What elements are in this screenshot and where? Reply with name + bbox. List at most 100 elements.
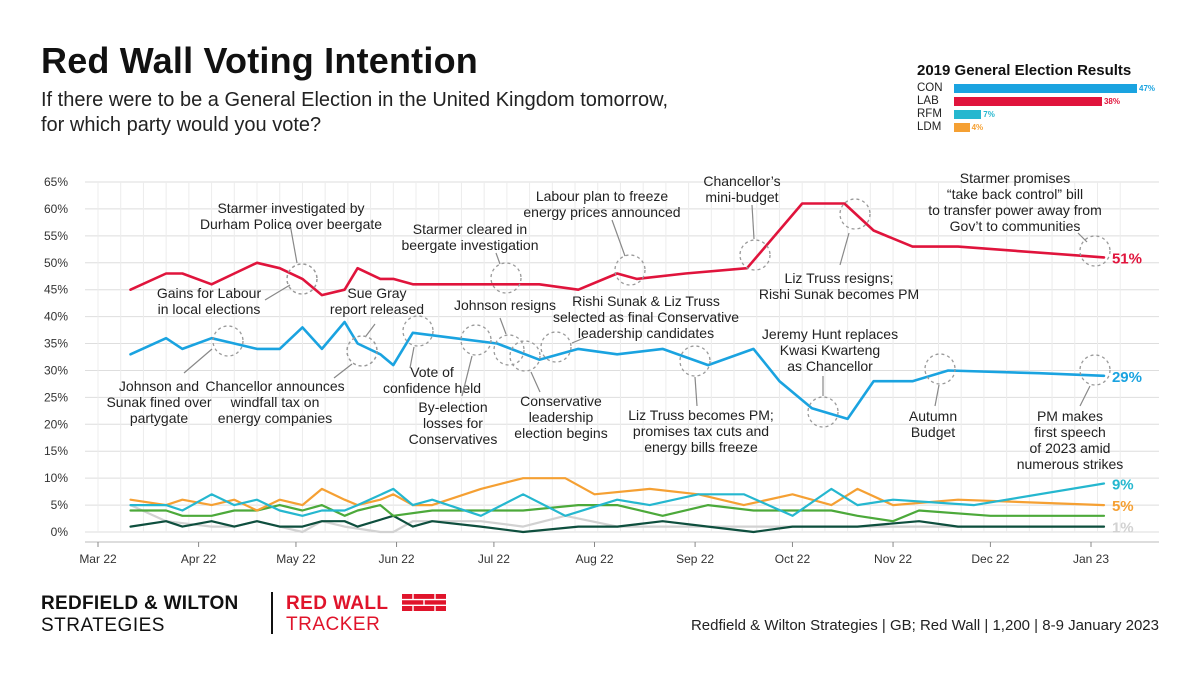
annotation-marker bbox=[460, 324, 492, 356]
ge2019-row-lab: LAB 38% bbox=[917, 95, 1167, 108]
y-tick-label: 15% bbox=[44, 444, 68, 458]
series-line-rfm bbox=[129, 482, 1106, 517]
ge2019-party-label: LDM bbox=[917, 121, 942, 133]
annotation-leader bbox=[333, 363, 353, 379]
annotation-marker bbox=[679, 345, 711, 377]
annotation-text: numerous strikes bbox=[1017, 456, 1124, 472]
annotation-text: Johnson resigns bbox=[454, 297, 556, 313]
annotation-text: energy companies bbox=[218, 410, 332, 426]
x-tick-label: Dec 22 bbox=[971, 552, 1009, 566]
y-tick-label: 30% bbox=[44, 363, 68, 377]
annotation-marker bbox=[490, 262, 522, 294]
annotation-text: Autumn bbox=[909, 408, 957, 424]
annotation-text: report released bbox=[330, 301, 424, 317]
x-tick-label: Nov 22 bbox=[874, 552, 912, 566]
ge2019-party-label: CON bbox=[917, 82, 943, 94]
y-tick-label: 55% bbox=[44, 229, 68, 243]
annotation-text: losses for bbox=[423, 415, 483, 431]
annotation-marker bbox=[286, 263, 318, 295]
ge2019-party-label: RFM bbox=[917, 108, 942, 120]
series-line-snp-ref bbox=[129, 514, 1106, 534]
x-tick-label: Jan 23 bbox=[1073, 552, 1109, 566]
series-line-lab bbox=[129, 202, 1106, 297]
tracker-logo: RED WALL TRACKER bbox=[286, 593, 388, 635]
ge2019-bar bbox=[954, 97, 1102, 106]
annotation-leader bbox=[530, 371, 541, 393]
annotation-leader bbox=[461, 355, 473, 397]
y-tick-label: 40% bbox=[44, 310, 68, 324]
annotation-leader bbox=[183, 348, 213, 374]
annotation-text: first speech bbox=[1034, 424, 1106, 440]
annotation-leader bbox=[365, 323, 376, 337]
annotation-marker bbox=[509, 340, 541, 372]
annotation-marker bbox=[402, 315, 434, 347]
tracker-name: RED WALL bbox=[286, 593, 389, 614]
annotation-text: Jeremy Hunt replaces bbox=[762, 326, 898, 342]
annotation-text: By-election bbox=[418, 399, 487, 415]
brand-subtitle: STRATEGIES bbox=[41, 615, 165, 636]
end-label-lab: 51% bbox=[1112, 250, 1142, 267]
annotation-text: Starmer cleared in bbox=[413, 221, 527, 237]
annotation-text: Budget bbox=[911, 424, 955, 440]
y-tick-label: 45% bbox=[44, 283, 68, 297]
x-tick-label: Aug 22 bbox=[575, 552, 613, 566]
y-tick-label: 50% bbox=[44, 256, 68, 270]
annotation-leader bbox=[499, 317, 507, 335]
brand-logo: REDFIELD & WILTON STRATEGIES bbox=[41, 593, 239, 637]
annotation-marker bbox=[1079, 235, 1111, 267]
annotation-marker bbox=[346, 335, 378, 367]
x-tick-label: Sep 22 bbox=[676, 552, 714, 566]
brick-wall-icon bbox=[402, 594, 446, 611]
subtitle-line-1: If there were to be a General Election i… bbox=[41, 89, 669, 111]
ge2019-bars: CON 47% LAB 38% RFM 7% LDM 4% bbox=[917, 82, 1167, 134]
annotation-leader bbox=[571, 337, 585, 344]
annotation-text: to transfer power away from bbox=[928, 202, 1102, 218]
end-label-ldm: 5% bbox=[1112, 498, 1134, 515]
annotation-text: partygate bbox=[130, 410, 189, 426]
annotation-text: Chancellor announces bbox=[205, 378, 344, 394]
y-tick-label: 35% bbox=[44, 337, 68, 351]
y-tick-label: 20% bbox=[44, 417, 68, 431]
annotation-text: Labour plan to freeze bbox=[536, 188, 669, 204]
annotation-text: Durham Police over beergate bbox=[200, 216, 382, 232]
series-line-grn bbox=[129, 504, 1106, 523]
y-tick-label: 25% bbox=[44, 390, 68, 404]
end-label-rfm: 9% bbox=[1112, 477, 1134, 494]
annotation-text: Kwasi Kwarteng bbox=[780, 342, 880, 358]
chart-title: Red Wall Voting Intention bbox=[41, 40, 478, 81]
annotation-text: Sunak fined over bbox=[106, 394, 211, 410]
annotation-text: mini-budget bbox=[705, 189, 778, 205]
ge2019-value-label: 47% bbox=[1139, 84, 1156, 93]
x-tick-label: Apr 22 bbox=[181, 552, 217, 566]
annotation-text: leadership bbox=[529, 409, 594, 425]
ge2019-value-label: 4% bbox=[971, 123, 984, 132]
annotation-text: Liz Truss resigns; bbox=[785, 270, 894, 286]
annotation-marker bbox=[807, 396, 839, 428]
annotation-text: Liz Truss becomes PM; bbox=[628, 407, 774, 423]
ge2019-value-label: 38% bbox=[1103, 97, 1120, 106]
annotation-leader bbox=[751, 204, 755, 240]
annotation-text: windfall tax on bbox=[230, 394, 320, 410]
annotation-marker bbox=[1079, 354, 1111, 386]
series-line-con bbox=[129, 320, 1106, 421]
annotation-leader bbox=[839, 232, 850, 266]
x-tick-label: May 22 bbox=[276, 552, 316, 566]
annotation-text: energy prices announced bbox=[523, 204, 680, 220]
y-tick-label: 0% bbox=[51, 525, 69, 539]
annotation-leader bbox=[264, 284, 291, 301]
annotation-leader bbox=[1077, 232, 1088, 243]
annotation-marker bbox=[493, 334, 525, 366]
ge2019-row-ldm: LDM 4% bbox=[917, 121, 1167, 134]
x-tick-label: Oct 22 bbox=[775, 552, 811, 566]
source-note: Redfield & Wilton Strategies | GB; Red W… bbox=[690, 617, 1159, 634]
subtitle-line-2: for which party would you vote? bbox=[41, 114, 322, 136]
annotation-text: election begins bbox=[514, 425, 607, 441]
annotation-leader bbox=[495, 252, 501, 265]
ge2019-bar bbox=[954, 123, 970, 132]
annotation-text: Johnson and bbox=[119, 378, 199, 394]
ge2019-value-label: 7% bbox=[983, 110, 995, 119]
series-line-ldm bbox=[129, 477, 1106, 512]
annotation-leader bbox=[611, 219, 626, 257]
x-tick-label: Jun 22 bbox=[379, 552, 415, 566]
